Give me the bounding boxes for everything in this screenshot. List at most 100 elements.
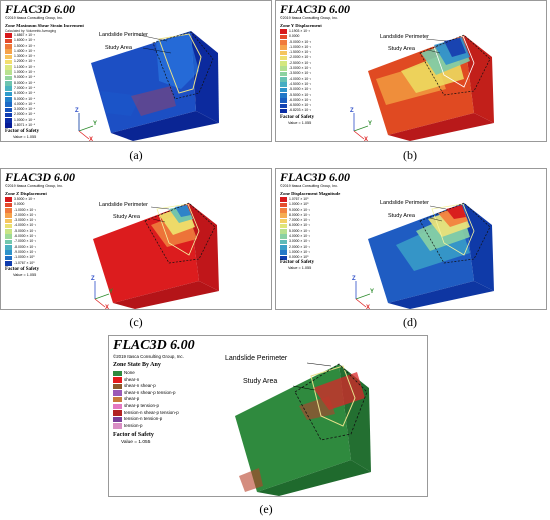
legend-label: -6.0000 × 10⁻¹: [289, 97, 312, 102]
fos-value: Value = 1.055: [288, 266, 312, 270]
legend-label: shear-p tension-p: [124, 402, 160, 408]
legend-swatch: [5, 118, 12, 123]
axis-y-label: Y: [93, 121, 97, 127]
legend-label: -1.0000 × 10⁰: [14, 255, 35, 260]
model-a: Z Y X: [75, 31, 219, 141]
legend-swatch: [280, 255, 287, 261]
callout-study-area: Study Area: [243, 378, 278, 385]
legend-swatch: [280, 50, 287, 56]
legend-label: 9.0000 × 10⁻¹: [289, 207, 310, 212]
legend-entry: 3.0000 × 10⁻¹: [280, 239, 310, 245]
legend-swatch: [280, 197, 287, 202]
legend-swatch: [5, 202, 12, 208]
legend-entry: 1.1000 × 10⁻³: [5, 65, 35, 70]
legend-entry: -3.0000 × 10⁻¹: [5, 218, 37, 224]
legend-swatch: [280, 229, 287, 234]
legend-swatch: [280, 82, 287, 87]
legend-swatch: [5, 250, 12, 255]
legend-entry: shear-p tension-p: [113, 403, 179, 410]
legend-swatch: [280, 234, 287, 240]
legend-entry: 7.0000 × 10⁻¹: [280, 218, 310, 224]
legend-entry: -2.0000 × 10⁻¹: [5, 213, 36, 218]
model-front-face: [257, 460, 371, 496]
legend-entry: 2.0000 × 10⁻¹: [280, 245, 310, 250]
legend-swatch: [280, 77, 287, 82]
copyright: ©2019 Itasca Consulting Group, Inc.: [113, 354, 184, 359]
fos-title: Factor of Safety: [280, 260, 315, 265]
legend-entry: -4.0000 × 10⁻¹: [5, 223, 36, 229]
legend-label: 3.0000 × 10⁻¹: [289, 239, 310, 244]
legend-entry: None: [113, 370, 179, 377]
legend-swatch: [280, 39, 287, 45]
legend-entry: 1.0000 × 10⁻³: [5, 70, 35, 76]
legend-entry: -3.5000 × 10⁻¹: [280, 71, 311, 77]
model-front-face: [388, 113, 494, 141]
legend-swatch: [5, 86, 12, 91]
axis-y-label: Y: [109, 289, 113, 295]
model-e: [235, 362, 371, 496]
legend-label: 1.0000 × 10⁻¹: [289, 249, 310, 254]
model-d: Z Y X: [352, 202, 494, 309]
legend-swatch: [280, 71, 287, 77]
legend-entry: 1.3000 × 10⁻³: [5, 54, 35, 60]
legend-label: 3.5000 × 10⁻³: [14, 197, 35, 201]
legend-label: shear-p: [124, 396, 140, 402]
legend-label: shear-n shear-p tension-p: [124, 389, 176, 395]
legend-entry: 1.4000 × 10⁻³: [5, 49, 35, 54]
legend-title: Zone Y Displacement: [280, 23, 322, 28]
legend-label: 6.0000 × 10⁻¹: [289, 223, 310, 228]
legend-entry: shear-n shear-p: [113, 383, 179, 390]
axis-x-label: X: [89, 137, 93, 141]
legend-label: 1.2000 × 10⁻³: [14, 59, 35, 64]
legend-entry: -9.0000 × 10⁻¹: [5, 250, 36, 255]
legend-entry: 7.0000 × 10⁻⁴: [5, 86, 35, 91]
legend-entry: 3.0000 × 10⁻⁴: [5, 107, 36, 113]
legend-label: 1.8071 × 10⁻⁸: [14, 123, 36, 128]
legend-label: -3.0000 × 10⁻¹: [14, 218, 37, 223]
legend-swatches: 3.5000 × 10⁻³ 0.0000 -1.0000 × 10⁻¹ -2.0000…: [5, 197, 36, 266]
fos-title: Factor of Safety: [113, 432, 154, 438]
legend-label: -8.0000 × 10⁻¹: [14, 244, 37, 249]
app-title: FLAC3D 6.00: [113, 338, 195, 353]
panel-d: FLAC3D 6.00 ©2019 Itasca Consulting Grou…: [275, 168, 547, 310]
legend-label: 3.0000 × 10⁻⁴: [14, 107, 36, 112]
legend-entry: 3.5000 × 10⁻³: [5, 197, 36, 202]
legend-label: -5.0000 × 10⁻¹: [14, 228, 37, 233]
model-front-face: [111, 111, 219, 141]
legend-entry: -6.8203 × 10⁻¹: [280, 108, 311, 114]
legend-label: -9.0000 × 10⁻¹: [14, 249, 37, 254]
axis-y-label: Y: [370, 289, 374, 295]
callout-landslide-perimeter: Landslide Perimeter: [99, 32, 148, 38]
legend-entry: 1.5000 × 10⁻³: [5, 44, 35, 49]
legend-swatch: [113, 370, 122, 376]
legend-title: Zone State By Any: [113, 362, 161, 368]
legend-label: 0.0000 × 10⁰: [289, 255, 309, 260]
legend-entry: -5.0000 × 10⁻¹: [5, 229, 36, 234]
legend-swatch: [5, 112, 12, 118]
legend-swatch: [280, 223, 287, 229]
legend-entry: 1.8071 × 10⁻⁸: [5, 123, 35, 128]
legend-entry: 1.1903 × 10⁻²: [280, 29, 311, 34]
legend-label: 1.1000 × 10⁻³: [14, 64, 35, 69]
legend-label: 5.0000 × 10⁻¹: [289, 228, 310, 233]
legend-swatch: [280, 66, 287, 72]
fos-value: Value = 1.055: [13, 273, 37, 277]
legend-entry: tension-n tension-p: [113, 416, 179, 423]
caption-a: (a): [129, 148, 143, 162]
legend-title: Zone Displacement Magnitude: [280, 191, 341, 196]
caption-e: (e): [259, 502, 273, 516]
legend-swatch: [5, 213, 12, 218]
legend-entry: -6.0000 × 10⁻¹: [280, 98, 311, 103]
legend-swatches: 1.1903 × 10⁻² 0.0000 -5.0000 × 10⁻² -1.0000…: [280, 29, 311, 114]
legend-entry: 2.0000 × 10⁻⁴: [5, 112, 35, 118]
caption-d: (d): [403, 315, 417, 329]
legend-swatch: [280, 98, 287, 103]
legend-entry: tension-n shear-p tension-p: [113, 410, 179, 417]
legend-label: 0.0000: [289, 34, 300, 39]
legend-swatch: [5, 54, 12, 60]
copyright: ©2019 Itasca Consulting Group, Inc.: [280, 184, 338, 188]
legend-entry: tension-p: [113, 423, 179, 430]
study-area-outline: [431, 203, 475, 256]
legend-entry: 9.0000 × 10⁻¹: [280, 208, 310, 213]
legend-swatch: [280, 92, 287, 98]
